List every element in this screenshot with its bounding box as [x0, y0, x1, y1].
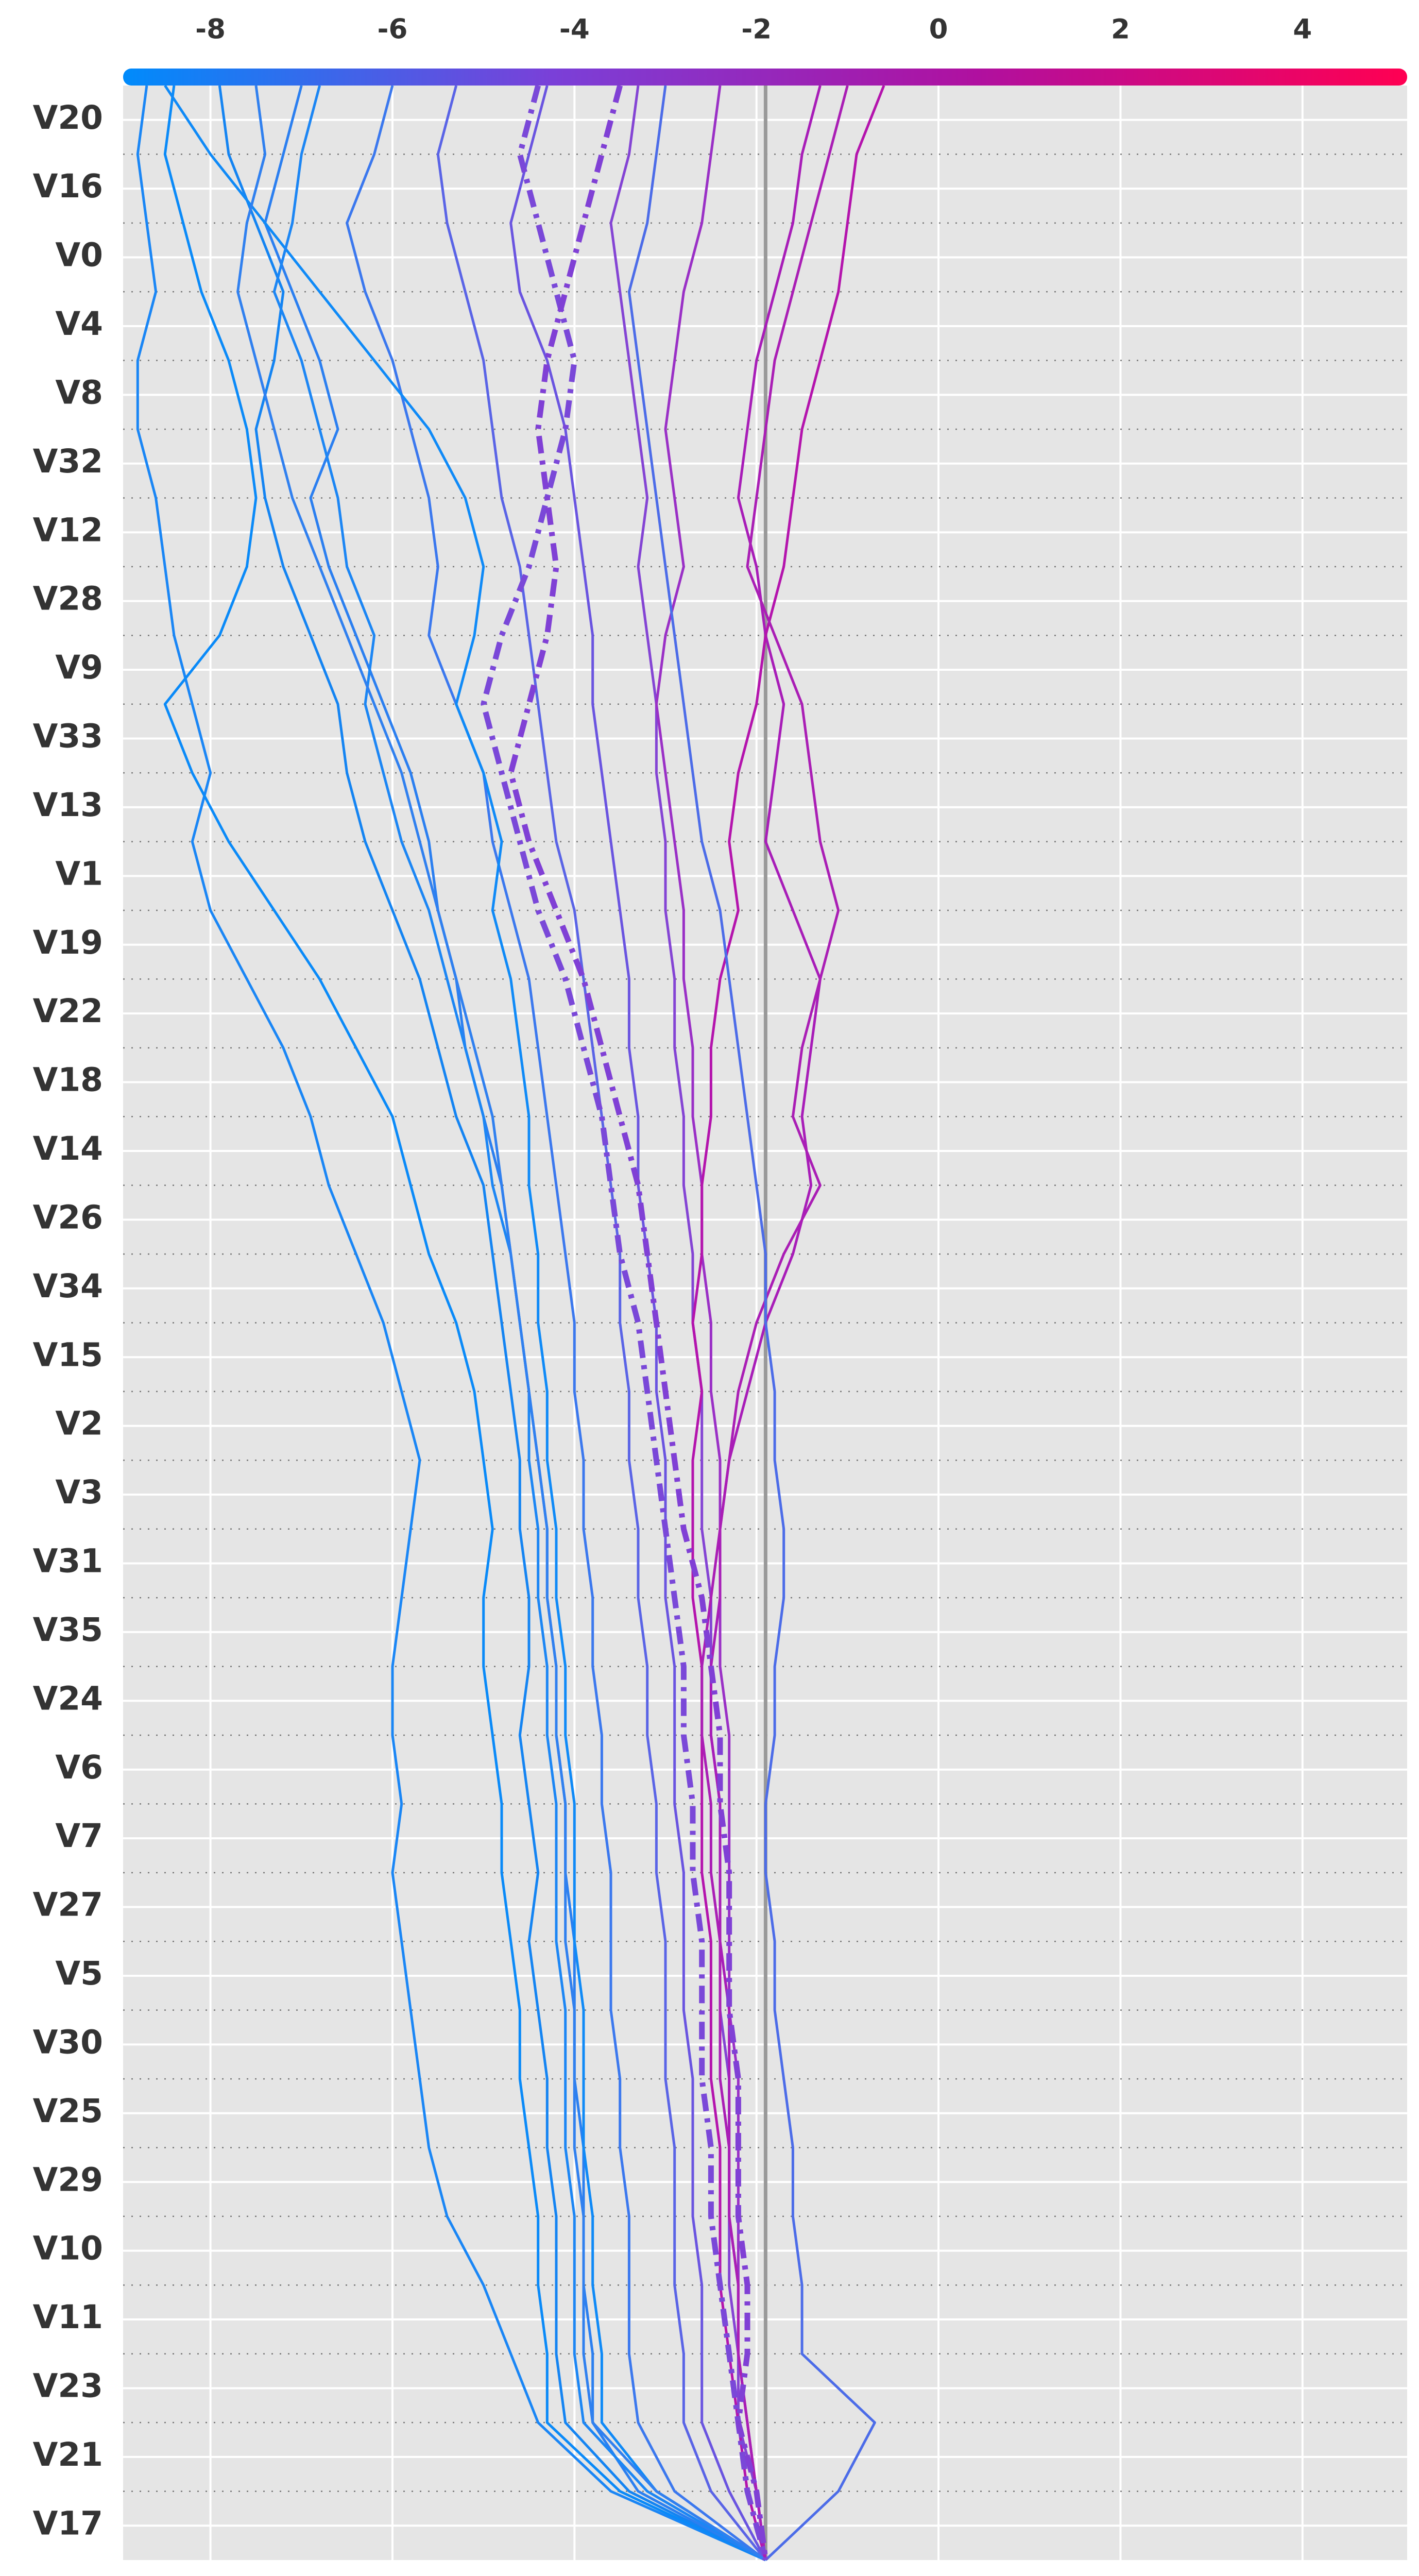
labels: -8-8-6-6-4-4-2-2002244V20V16V0V4V8V32V12…	[33, 14, 1312, 2543]
feature-label: V6	[55, 1749, 103, 1786]
feature-label: V7	[55, 1817, 103, 1855]
x-tick-label: 2	[1111, 14, 1130, 45]
decision-line	[163, 85, 766, 2562]
feature-label: V0	[55, 236, 103, 274]
decision-line	[627, 85, 876, 2561]
feature-label: V16	[33, 167, 103, 205]
feature-label: V13	[33, 786, 103, 824]
feature-label: V21	[33, 2436, 103, 2473]
decision-line	[136, 85, 766, 2562]
colorbar	[123, 69, 1407, 86]
feature-label: V14	[33, 1130, 103, 1167]
feature-label: V23	[33, 2367, 103, 2405]
feature-label: V32	[33, 443, 103, 480]
decision-line	[236, 85, 766, 2562]
feature-label: V31	[33, 1543, 103, 1580]
decision-line	[346, 85, 766, 2561]
feature-label: V20	[33, 99, 103, 137]
feature-label: V29	[33, 2161, 103, 2198]
feature-label: V27	[33, 1886, 103, 1924]
feature-label: V4	[55, 305, 103, 343]
feature-label: V33	[33, 718, 103, 755]
feature-label: V12	[33, 511, 103, 549]
x-tick-label: 4	[1293, 14, 1312, 45]
feature-label: V8	[55, 374, 103, 411]
feature-label: V18	[33, 1061, 103, 1099]
decision-line	[700, 85, 849, 2561]
feature-label: V9	[55, 649, 103, 686]
x-tick-label: -4	[559, 14, 590, 45]
feature-label: V11	[33, 2298, 103, 2336]
feature-label: V34	[33, 1267, 103, 1305]
x-tick-label: 0	[929, 14, 948, 45]
feature-label: V24	[33, 1680, 103, 1717]
lines	[136, 84, 885, 2562]
feature-label: V3	[55, 1473, 103, 1511]
feature-label: V17	[33, 2504, 103, 2542]
feature-label: V2	[55, 1405, 103, 1443]
x-tick-label: -6	[378, 14, 408, 45]
feature-label: V19	[33, 924, 103, 961]
feature-label: V10	[33, 2230, 103, 2267]
feature-label: V28	[33, 580, 103, 618]
feature-label: V26	[33, 1198, 103, 1236]
decision-line	[164, 84, 766, 2562]
feature-label: V22	[33, 992, 103, 1030]
feature-label: V1	[55, 855, 103, 892]
feature-label: V35	[33, 1611, 103, 1649]
feature-label: V5	[55, 1955, 103, 1992]
feature-label: V15	[33, 1336, 103, 1374]
decision-line-highlight	[508, 84, 768, 2561]
feature-label: V30	[33, 2023, 103, 2061]
decision-line	[436, 85, 767, 2561]
x-tick-label: -8	[195, 14, 226, 45]
decision-line	[691, 85, 885, 2561]
feature-label: V25	[33, 2092, 103, 2130]
x-tick-label: -2	[741, 14, 772, 45]
decision-line	[218, 85, 766, 2562]
